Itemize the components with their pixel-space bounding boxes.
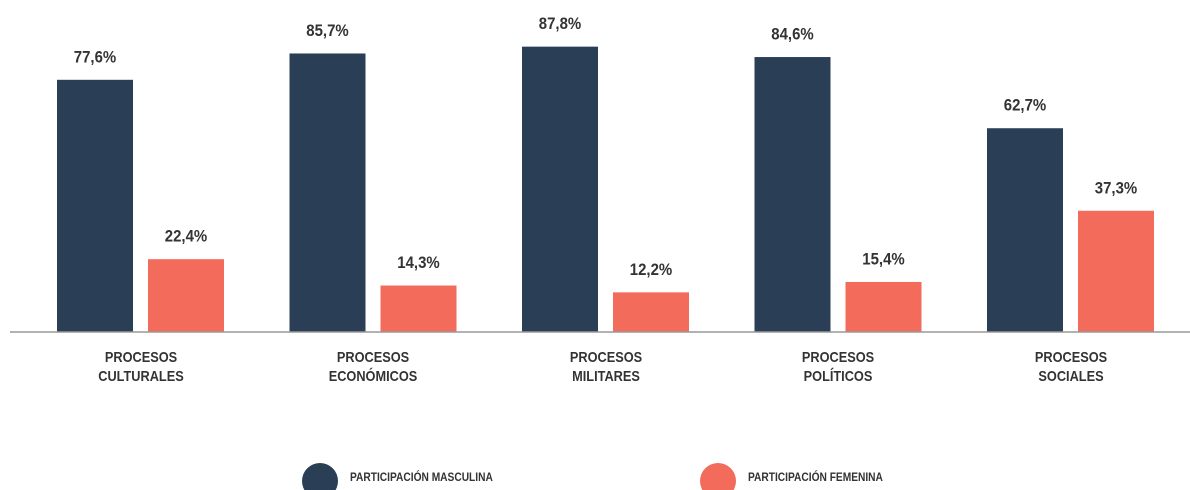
bar <box>57 79 133 332</box>
bar <box>987 128 1063 332</box>
value-label: 87,8% <box>539 15 581 33</box>
legend-label: PARTICIPACIÓN FEMENINA <box>748 470 883 484</box>
value-label: 84,6% <box>771 26 813 44</box>
bar <box>613 292 689 332</box>
value-label: 12,2% <box>630 261 672 279</box>
x-tick-label: PROCESOS MILITARES <box>569 349 642 385</box>
bar <box>1078 210 1154 332</box>
legend-marker <box>302 463 338 490</box>
legend-label: PARTICIPACIÓN MASCULINA <box>350 470 493 484</box>
value-label: 22,4% <box>165 228 207 246</box>
bar <box>289 53 366 332</box>
bar <box>380 285 457 332</box>
bar <box>754 57 831 333</box>
value-label: 15,4% <box>862 251 904 269</box>
value-label: 37,3% <box>1095 179 1137 197</box>
bar <box>148 259 224 332</box>
value-label: 62,7% <box>1004 97 1046 115</box>
x-tick-label: PROCESOS POLÍTICOS <box>801 349 875 385</box>
x-tick-label: PROCESOS CULTURALES <box>97 349 184 385</box>
bar <box>845 281 922 332</box>
value-label: 85,7% <box>306 22 348 40</box>
bar <box>522 46 598 333</box>
value-label: 14,3% <box>397 254 439 272</box>
x-tick-label: PROCESOS ECONÓMICOS <box>328 349 418 385</box>
legend-marker <box>700 463 736 490</box>
value-label: 77,6% <box>74 48 116 66</box>
x-tick-label: PROCESOS SOCIALES <box>1034 349 1107 385</box>
